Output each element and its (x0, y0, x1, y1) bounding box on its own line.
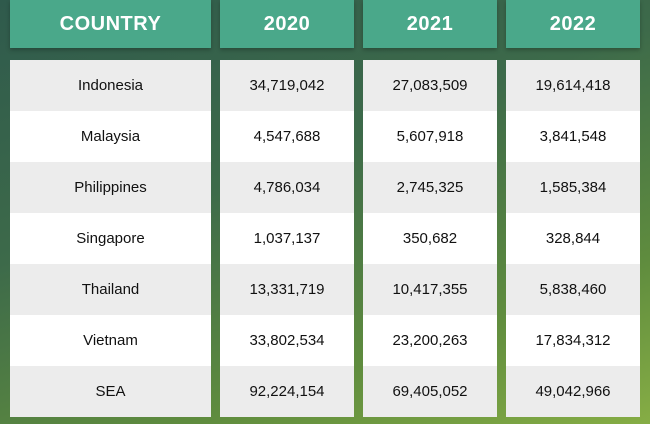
cell-2022: 49,042,966 (506, 366, 640, 417)
cell-2022: 328,844 (506, 213, 640, 264)
header-country: COUNTRY (10, 0, 211, 48)
cell-2020: 4,547,688 (220, 111, 354, 162)
cell-2021: 27,083,509 (363, 60, 497, 111)
cell-country: Malaysia (10, 111, 211, 162)
cell-2022: 1,585,384 (506, 162, 640, 213)
header-2021: 2021 (363, 0, 497, 48)
cell-country: Vietnam (10, 315, 211, 366)
cell-country: Philippines (10, 162, 211, 213)
cell-country: Thailand (10, 264, 211, 315)
cell-2020: 92,224,154 (220, 366, 354, 417)
data-table: COUNTRY Indonesia Malaysia Philippines S… (10, 0, 640, 420)
cell-2020: 4,786,034 (220, 162, 354, 213)
cell-2020: 1,037,137 (220, 213, 354, 264)
cell-country: Indonesia (10, 60, 211, 111)
cell-2022: 19,614,418 (506, 60, 640, 111)
cell-2020: 13,331,719 (220, 264, 354, 315)
header-2022: 2022 (506, 0, 640, 48)
cell-2021: 5,607,918 (363, 111, 497, 162)
cell-2021: 10,417,355 (363, 264, 497, 315)
cell-2021: 350,682 (363, 213, 497, 264)
cell-2022: 17,834,312 (506, 315, 640, 366)
cell-2021: 23,200,263 (363, 315, 497, 366)
column-2020: 2020 34,719,042 4,547,688 4,786,034 1,03… (220, 0, 354, 420)
column-2022: 2022 19,614,418 3,841,548 1,585,384 328,… (506, 0, 640, 420)
cell-2021: 69,405,052 (363, 366, 497, 417)
cell-2022: 3,841,548 (506, 111, 640, 162)
column-2021: 2021 27,083,509 5,607,918 2,745,325 350,… (363, 0, 497, 420)
cell-2021: 2,745,325 (363, 162, 497, 213)
cell-country: SEA (10, 366, 211, 417)
cell-country: Singapore (10, 213, 211, 264)
header-2020: 2020 (220, 0, 354, 48)
column-country: COUNTRY Indonesia Malaysia Philippines S… (10, 0, 211, 420)
cell-2020: 34,719,042 (220, 60, 354, 111)
cell-2022: 5,838,460 (506, 264, 640, 315)
cell-2020: 33,802,534 (220, 315, 354, 366)
